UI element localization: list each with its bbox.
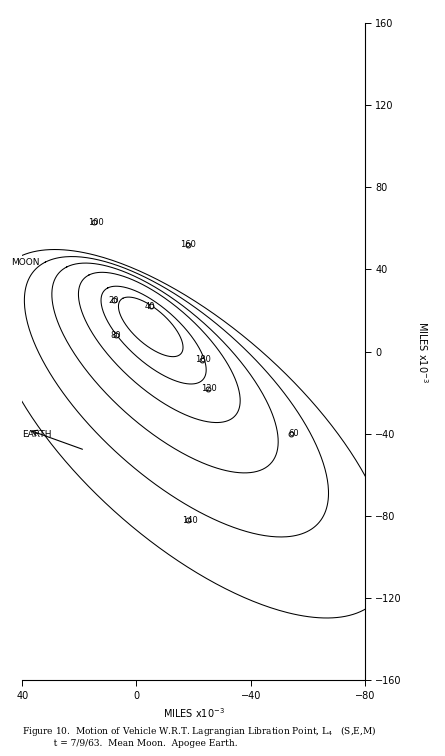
Text: EARTH: EARTH — [22, 429, 52, 438]
Text: MOON: MOON — [11, 259, 39, 268]
Text: 180: 180 — [195, 355, 211, 364]
X-axis label: MILES x10$^{-3}$: MILES x10$^{-3}$ — [162, 706, 225, 720]
Text: 40: 40 — [145, 302, 156, 311]
Text: 100: 100 — [88, 218, 104, 227]
Text: 120: 120 — [201, 384, 216, 393]
Text: 20: 20 — [108, 296, 118, 305]
Text: 160: 160 — [181, 240, 196, 249]
Text: 80: 80 — [111, 330, 121, 339]
Text: Figure 10.  Motion of Vehicle W.R.T. Lagrangian Libration Point, L$_4$   (S,E,M): Figure 10. Motion of Vehicle W.R.T. Lagr… — [22, 724, 376, 748]
Y-axis label: MILES x10$^{-3}$: MILES x10$^{-3}$ — [416, 321, 429, 383]
Text: 60: 60 — [289, 429, 299, 438]
Text: 140: 140 — [182, 516, 198, 525]
